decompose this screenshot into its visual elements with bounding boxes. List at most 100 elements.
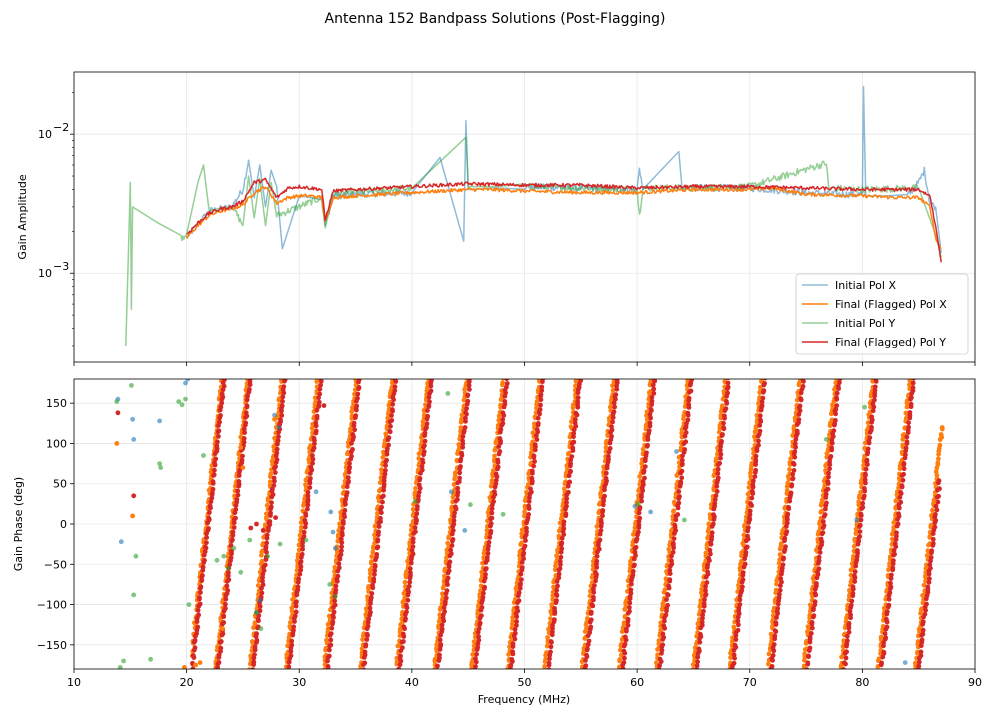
phase-point-final-pol-y bbox=[376, 529, 381, 535]
phase-point-final-pol-y bbox=[919, 637, 925, 643]
phase-point-final-pol-y bbox=[498, 427, 504, 432]
phase-point-final-pol-x bbox=[640, 446, 646, 452]
phase-point-final-pol-y bbox=[314, 407, 320, 413]
phase-point-final-pol-y bbox=[342, 508, 348, 513]
phase-point-final-pol-y bbox=[650, 382, 656, 388]
phase-point-final-pol-y bbox=[925, 584, 931, 590]
phase-point-final-pol-y bbox=[660, 642, 666, 648]
phase-point-final-pol-y bbox=[437, 652, 442, 658]
phase-point-final-pol-y bbox=[809, 620, 815, 625]
phase-point-final-pol-y bbox=[338, 536, 344, 542]
phase-point-initial-pol-y bbox=[231, 545, 237, 551]
phase-point-final-pol-x bbox=[500, 380, 505, 386]
phase-point-final-pol-y bbox=[841, 667, 846, 669]
phase-point-final-pol-y bbox=[639, 492, 644, 497]
phase-point-final-pol-y bbox=[451, 518, 457, 523]
phase-point-final-pol-y bbox=[664, 597, 669, 602]
phase-point-final-pol-y bbox=[816, 554, 822, 560]
phase-point-final-pol-y bbox=[223, 596, 229, 602]
phase-point-final-pol-y bbox=[504, 379, 510, 382]
phase-point-final-pol-y bbox=[714, 489, 720, 494]
phase-point-final-pol-y bbox=[598, 528, 604, 533]
phase-point-final-pol-y bbox=[554, 579, 560, 584]
phase-point-final-pol-y bbox=[903, 445, 909, 451]
phase-point-final-pol-x bbox=[741, 532, 747, 538]
phase-point-final-pol-y bbox=[286, 659, 292, 665]
phase-point-final-pol-y bbox=[896, 511, 901, 517]
phase-point-final-pol-y bbox=[504, 381, 510, 386]
phase-point-initial-pol-x bbox=[272, 412, 277, 418]
phase-point-final-pol-y bbox=[665, 592, 670, 597]
phase-point-final-pol-y bbox=[463, 415, 468, 421]
phase-point-final-pol-x bbox=[269, 458, 275, 464]
phase-point-initial-pol-y bbox=[412, 499, 418, 504]
phase-point-final-pol-y bbox=[548, 639, 554, 644]
phase-point-final-pol-y bbox=[918, 649, 924, 655]
phase-point-final-pol-x bbox=[703, 550, 709, 556]
phase-point-final-pol-y bbox=[482, 575, 488, 581]
phase-point-final-pol-y bbox=[621, 660, 627, 665]
phase-point-final-pol-y bbox=[441, 605, 447, 611]
phase-point-final-pol-y bbox=[396, 666, 402, 669]
phase-point-final-pol-y bbox=[455, 485, 461, 491]
phase-point-final-pol-y bbox=[862, 486, 867, 491]
phase-point-final-pol-x bbox=[886, 567, 891, 573]
phase-point-final-pol-y bbox=[704, 580, 710, 585]
phase-point-final-pol-y bbox=[610, 415, 616, 420]
phase-point-final-pol-y bbox=[742, 561, 748, 567]
phase-point-final-pol-x bbox=[496, 417, 502, 423]
phase-point-final-pol-y bbox=[627, 600, 633, 606]
phase-point-final-pol-y bbox=[867, 435, 873, 441]
phase-point-final-pol-y bbox=[781, 555, 786, 561]
phase-point-final-pol-y bbox=[459, 450, 464, 456]
phase-point-final-pol-y bbox=[671, 536, 677, 541]
phase-point-final-pol-y bbox=[416, 482, 422, 488]
phase-point-final-pol-x bbox=[267, 479, 273, 485]
phase-point-final-pol-y bbox=[724, 399, 729, 404]
phase-point-initial-pol-x bbox=[462, 528, 468, 533]
phase-point-final-pol-x bbox=[442, 566, 448, 572]
phase-point-final-pol-x bbox=[337, 521, 342, 527]
phase-point-initial-pol-x bbox=[330, 529, 336, 535]
phase-point-final-pol-y bbox=[221, 620, 227, 625]
phase-y-tick-label: 0 bbox=[60, 518, 67, 531]
phase-point-final-pol-y bbox=[762, 381, 767, 386]
phase-point-final-pol-y bbox=[407, 566, 413, 572]
phase-point-final-pol-y bbox=[243, 410, 249, 416]
phase-point-final-pol-y bbox=[725, 380, 731, 386]
phase-point-final-pol-y bbox=[209, 495, 215, 501]
phase-point-final-pol-y bbox=[611, 409, 617, 415]
phase-point-final-pol-y bbox=[695, 659, 700, 665]
phase-point-final-pol-y bbox=[904, 439, 910, 445]
phase-point-final-pol-y bbox=[933, 503, 939, 509]
phase-point-final-pol-y bbox=[758, 417, 763, 423]
phase-point-final-pol-y bbox=[252, 652, 257, 657]
phase-point-final-pol-x bbox=[569, 419, 574, 425]
phase-point-final-flagged-pol-x bbox=[114, 441, 120, 446]
phase-point-final-pol-y bbox=[443, 595, 449, 601]
phase-point-final-pol-y bbox=[425, 413, 431, 419]
phase-point-final-pol-y bbox=[213, 456, 219, 462]
phase-point-final-pol-x bbox=[658, 620, 664, 626]
phase-point-final-pol-x bbox=[690, 662, 696, 667]
phase-point-final-pol-y bbox=[804, 667, 810, 669]
phase-point-final-pol-y bbox=[497, 449, 503, 454]
phase-point-final-pol-y bbox=[493, 481, 499, 487]
phase-point-final-pol-y bbox=[854, 554, 860, 559]
phase-point-final-pol-y bbox=[709, 530, 715, 536]
phase-point-final-pol-y bbox=[241, 426, 247, 432]
phase-point-final-pol-y bbox=[689, 379, 695, 382]
phase-point-final-pol-y bbox=[757, 423, 763, 428]
phase-point-final-pol-y bbox=[351, 420, 357, 426]
phase-point-final-pol-x bbox=[542, 664, 547, 669]
phase-point-final-pol-y bbox=[571, 431, 577, 436]
phase-point-final-pol-y bbox=[356, 379, 362, 382]
phase-point-final-pol-y bbox=[557, 566, 563, 571]
phase-point-final-pol-x bbox=[721, 389, 727, 394]
phase-point-final-pol-y bbox=[484, 555, 490, 560]
phase-point-final-flagged-pol-y bbox=[266, 520, 272, 525]
phase-point-final-pol-y bbox=[475, 629, 481, 635]
phase-point-final-pol-y bbox=[300, 540, 305, 546]
phase-y-tick-label: 50 bbox=[53, 478, 67, 491]
phase-point-final-pol-y bbox=[651, 386, 657, 392]
